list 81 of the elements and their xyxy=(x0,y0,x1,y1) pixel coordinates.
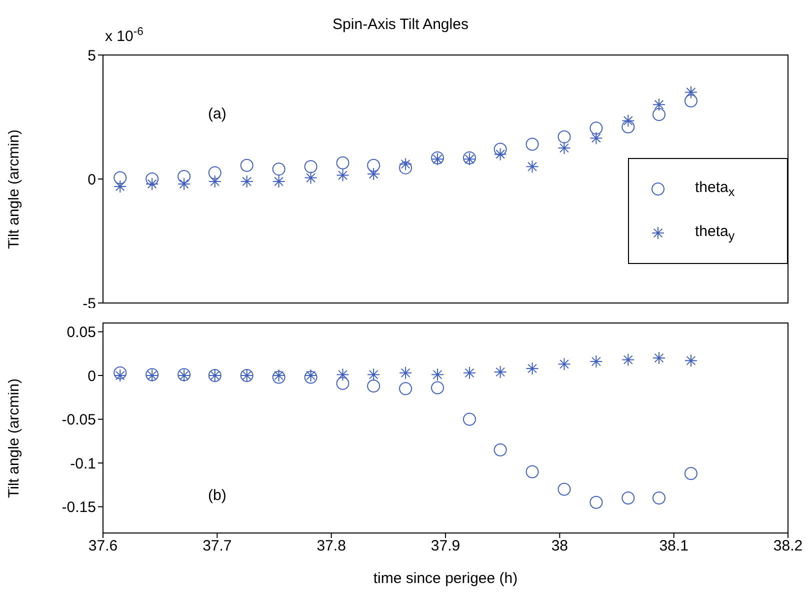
x-tick-label: 38.1 xyxy=(659,538,688,555)
point xyxy=(304,171,318,184)
point xyxy=(684,86,698,99)
y-tick-label: -0.05 xyxy=(62,412,96,429)
point xyxy=(399,382,412,396)
point xyxy=(494,443,507,456)
legend-label: theta$_{x}$ xyxy=(695,179,735,199)
y-tick-label: -0.15 xyxy=(62,499,96,516)
point xyxy=(240,174,254,188)
point xyxy=(208,174,222,188)
point xyxy=(399,366,412,380)
point xyxy=(336,168,350,182)
point xyxy=(526,138,539,151)
y-tick-label: 5 xyxy=(88,47,96,64)
chart-title: Spin-Axis Tilt Angles xyxy=(332,16,468,33)
point xyxy=(526,362,539,375)
point xyxy=(208,166,222,180)
point xyxy=(146,172,159,186)
point xyxy=(178,177,191,190)
point xyxy=(652,352,666,364)
y-tick-label: -0.1 xyxy=(70,455,96,472)
x-tick-label: 38.2 xyxy=(773,538,803,555)
point xyxy=(146,177,159,190)
y-tick-label: 0.05 xyxy=(66,324,96,342)
point xyxy=(272,162,286,176)
point xyxy=(622,114,635,128)
point xyxy=(558,482,571,496)
point xyxy=(367,158,380,172)
legend-label: theta$_{y}$ xyxy=(695,223,735,243)
point xyxy=(462,412,476,426)
point xyxy=(526,465,539,478)
point xyxy=(399,161,412,174)
point xyxy=(240,158,254,172)
point xyxy=(367,168,380,181)
y-tick-label: 0 xyxy=(88,368,96,385)
y-tick-label: 0 xyxy=(88,171,96,188)
point xyxy=(684,94,698,108)
point xyxy=(336,368,350,382)
point xyxy=(494,366,507,378)
point xyxy=(367,368,380,382)
point xyxy=(114,369,127,382)
point xyxy=(336,156,350,170)
point xyxy=(558,142,571,154)
x-tick-label: 37.7 xyxy=(202,538,232,555)
point xyxy=(622,120,635,134)
point xyxy=(622,353,635,366)
point xyxy=(431,381,444,394)
point xyxy=(652,98,666,112)
point xyxy=(336,376,350,390)
annotation: (b) xyxy=(208,486,226,504)
point xyxy=(590,496,603,509)
point xyxy=(431,368,444,382)
point xyxy=(526,160,539,174)
point xyxy=(178,170,191,184)
point xyxy=(652,108,666,122)
point xyxy=(494,148,507,161)
x-tick-label: 37.8 xyxy=(316,538,346,555)
point xyxy=(114,171,127,184)
point xyxy=(304,160,318,174)
point xyxy=(462,366,476,380)
x-axis-title: time since perigee (h) xyxy=(373,570,518,587)
point xyxy=(590,132,603,145)
point xyxy=(590,355,603,368)
point xyxy=(684,354,698,368)
point xyxy=(652,492,666,504)
point xyxy=(114,366,127,380)
point xyxy=(590,122,603,135)
point xyxy=(272,174,286,188)
annotation: (a) xyxy=(208,105,226,122)
point xyxy=(367,380,380,392)
point xyxy=(558,130,571,144)
point xyxy=(558,358,571,371)
x-tick-label: 37.6 xyxy=(88,538,118,555)
point xyxy=(622,492,635,504)
text: x 10$^{-6}$ xyxy=(105,26,144,45)
point xyxy=(399,158,412,171)
point xyxy=(684,467,698,480)
point xyxy=(114,180,127,193)
point xyxy=(494,142,507,156)
x-tick-label: 38 xyxy=(551,538,568,555)
x-tick-label: 37.9 xyxy=(430,538,460,555)
